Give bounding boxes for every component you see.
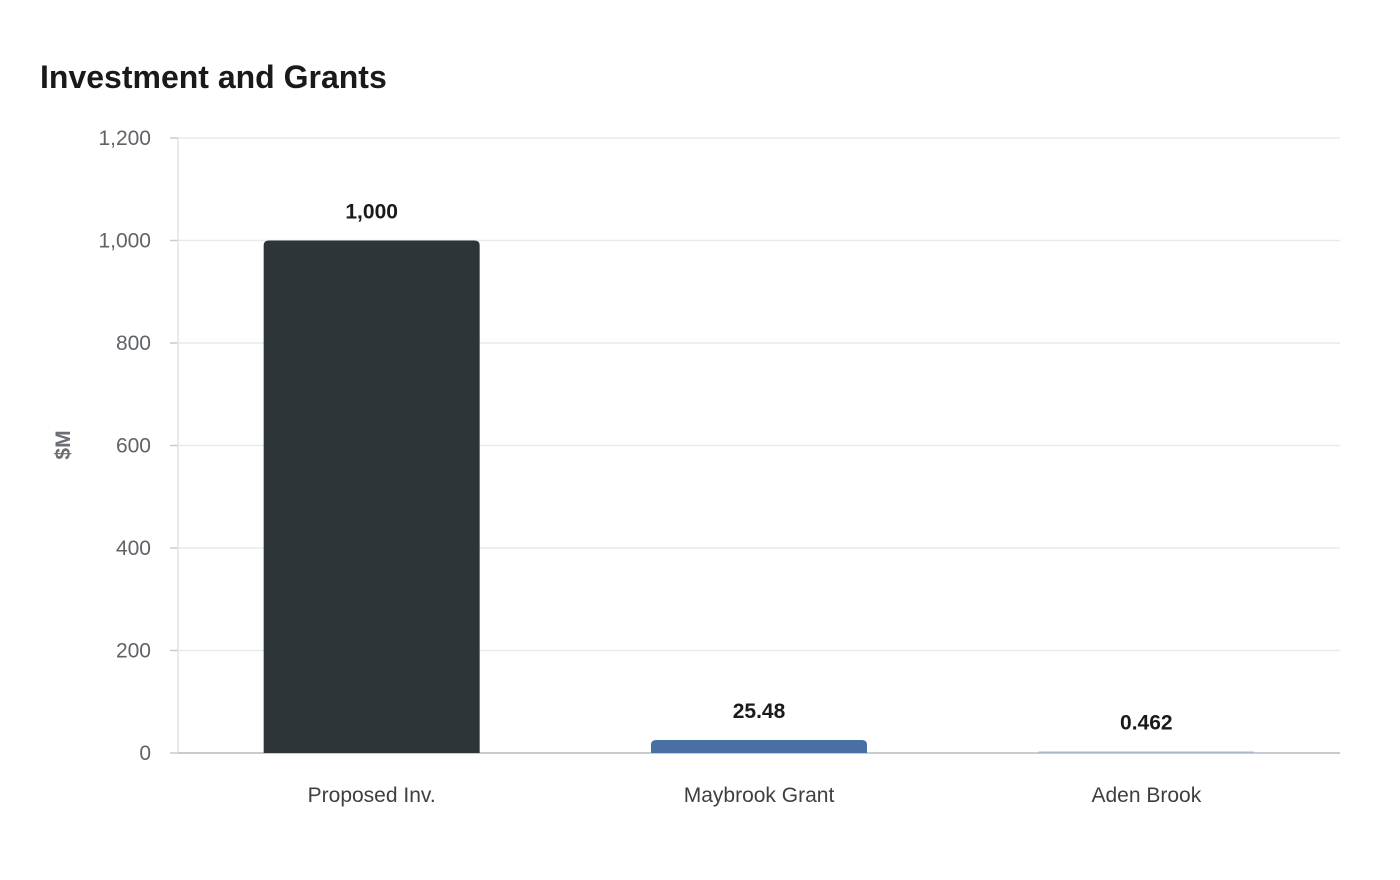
data-label: 1,000 [345, 201, 398, 224]
data-label: 25.48 [733, 700, 786, 723]
y-tick-label: 1,000 [98, 230, 151, 253]
bars [263, 240, 1255, 753]
bar-aden-brook [1038, 751, 1255, 753]
x-category-label: Maybrook Grant [684, 784, 835, 807]
y-tick-label: 1,200 [98, 127, 151, 150]
y-axis-title: $M [52, 430, 75, 459]
x-category-label: Proposed Inv. [308, 784, 436, 807]
chart-title: Investment and Grants [40, 59, 387, 95]
y-tick-label: 0 [139, 742, 151, 765]
y-tick-label: 800 [116, 332, 151, 355]
x-category-label: Aden Brook [1091, 784, 1201, 807]
y-tick-label: 600 [116, 435, 151, 458]
data-label: 0.462 [1120, 712, 1173, 735]
y-tick-label: 200 [116, 640, 151, 663]
bar-proposed-inv [263, 240, 480, 753]
labels: 0 200 400 600 800 1,000 1,200 $M 1,000 Proposed I… [52, 127, 1202, 807]
y-tick-label: 400 [116, 537, 151, 560]
bar-maybrook-grant [651, 739, 867, 753]
